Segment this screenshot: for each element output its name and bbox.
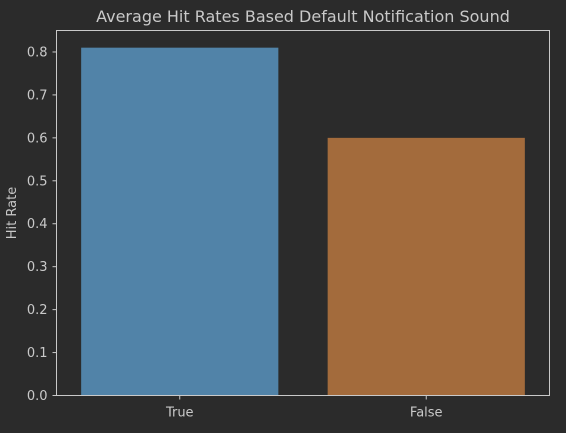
x-tick-label: False (410, 406, 443, 421)
bar-false (327, 137, 525, 396)
chart-title: Average Hit Rates Based Default Notifica… (96, 7, 510, 26)
y-tick-label: 0.0 (27, 389, 48, 404)
y-tick-label: 0.5 (27, 174, 48, 189)
ticks-layer: True False 0.0 0.1 0.2 0.3 0.4 0.5 0.6 0.7 0.8 (27, 45, 443, 420)
y-axis-label: Hit Rate (5, 187, 20, 239)
y-tick-label: 0.2 (27, 303, 48, 318)
bars-layer (81, 47, 525, 396)
bar-true (81, 47, 279, 396)
y-tick-label: 0.7 (27, 88, 48, 103)
y-tick-label: 0.8 (27, 45, 48, 60)
y-tick-label: 0.1 (27, 346, 48, 361)
y-tick-label: 0.6 (27, 131, 48, 146)
plot-frame (56, 30, 550, 396)
y-tick-label: 0.4 (27, 217, 48, 232)
y-tick-label: 0.3 (27, 260, 48, 275)
x-tick-label: True (165, 406, 194, 421)
